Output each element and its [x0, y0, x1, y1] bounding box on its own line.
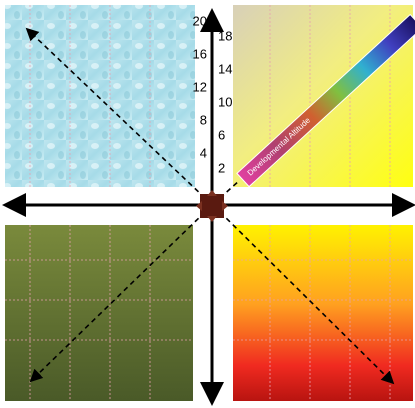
tick-label: 20	[193, 13, 207, 28]
tick-label: 2	[218, 160, 225, 175]
diagram: Developmental Altitude 2016128418141062	[0, 0, 415, 408]
center	[196, 190, 228, 222]
tick-label: 14	[218, 61, 232, 76]
tick-label: 10	[218, 94, 232, 109]
tick-label: 8	[200, 112, 207, 127]
tick-label: 18	[218, 28, 232, 43]
tick-label: 16	[193, 46, 207, 61]
page: Developmental Altitude 2016128418141062 …	[0, 0, 415, 408]
tick-label: 6	[218, 127, 225, 142]
tick-label: 4	[200, 145, 207, 160]
tick-label: 12	[193, 79, 207, 94]
quadrant-water	[5, 5, 195, 187]
